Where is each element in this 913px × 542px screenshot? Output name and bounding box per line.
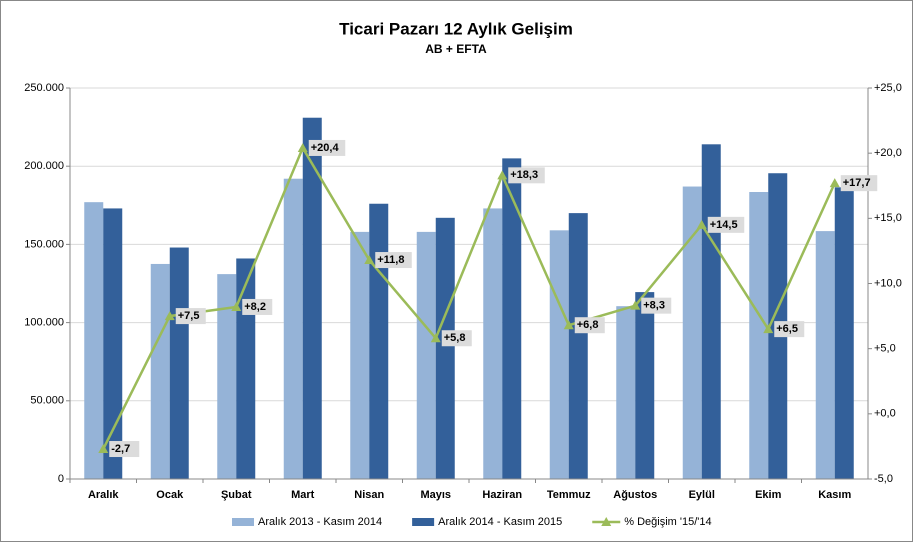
- bar: [502, 158, 522, 479]
- data-label: +17,7: [843, 177, 871, 189]
- x-tick-label: Şubat: [221, 489, 252, 501]
- bar: [169, 247, 189, 479]
- data-label-box: [707, 216, 745, 233]
- y2-tick-label: +10,0: [874, 277, 902, 289]
- marker: [231, 301, 242, 311]
- bar: [616, 306, 636, 479]
- bar: [549, 230, 569, 479]
- data-label: +5,8: [444, 332, 466, 344]
- bar: [416, 231, 436, 479]
- marker: [630, 300, 641, 310]
- bar: [682, 186, 702, 480]
- data-label-box: [109, 441, 140, 458]
- bar: [483, 208, 503, 480]
- x-tick-label: Haziran: [482, 489, 522, 501]
- data-label: +14,5: [710, 219, 738, 231]
- y2-tick-label: +5,0: [874, 343, 896, 355]
- legend-swatch: [601, 517, 612, 526]
- marker: [696, 219, 707, 229]
- data-label-box: [641, 297, 672, 314]
- bar: [701, 144, 721, 479]
- bar: [283, 178, 303, 479]
- marker: [497, 170, 508, 180]
- data-label-box: [840, 175, 878, 192]
- x-tick-label: Ekim: [755, 489, 782, 501]
- bar: [815, 231, 835, 479]
- data-label: +8,2: [244, 301, 266, 313]
- data-label-box: [774, 321, 805, 338]
- chart-subtitle: AB + EFTA: [425, 42, 487, 56]
- bar: [435, 217, 455, 479]
- bar: [635, 292, 655, 479]
- chart-title: Ticari Pazarı 12 Aylık Gelişim: [339, 19, 573, 38]
- y-tick-label: 0: [58, 473, 64, 485]
- data-label-box: [508, 167, 545, 184]
- bar: [749, 192, 769, 480]
- marker: [829, 178, 840, 188]
- bar: [834, 187, 854, 479]
- bar: [568, 213, 588, 479]
- bar: [236, 258, 256, 479]
- y2-tick-label: +20,0: [874, 147, 902, 159]
- data-label-box: [441, 330, 472, 347]
- marker: [430, 333, 441, 343]
- marker: [763, 324, 774, 334]
- data-label-box: [308, 139, 346, 156]
- x-tick-label: Mayıs: [420, 489, 451, 501]
- marker: [297, 142, 308, 152]
- data-label: +6,5: [776, 323, 798, 335]
- bar: [150, 263, 170, 479]
- marker: [164, 311, 175, 321]
- legend-swatch: [232, 518, 254, 526]
- legend-label: % Değişim '15/'14: [624, 516, 711, 528]
- bar: [350, 231, 370, 479]
- x-tick-label: Ağustos: [613, 489, 657, 501]
- data-label-box: [574, 317, 605, 334]
- x-tick-label: Temmuz: [547, 489, 591, 501]
- line: [102, 145, 836, 450]
- legend-label: Aralık 2014 - Kasım 2015: [438, 516, 562, 528]
- data-label: +18,3: [510, 169, 538, 181]
- marker: [364, 255, 375, 265]
- data-label: +8,3: [643, 300, 665, 312]
- y2-tick-label: +15,0: [874, 212, 902, 224]
- x-tick-label: Kasım: [818, 489, 851, 501]
- legend-label: Aralık 2013 - Kasım 2014: [258, 516, 382, 528]
- y-tick-label: 150.000: [24, 238, 64, 250]
- data-label: +20,4: [311, 142, 340, 154]
- y-tick-label: 100.000: [24, 317, 64, 329]
- marker: [98, 444, 109, 454]
- x-tick-label: Eylül: [689, 489, 715, 501]
- bar: [369, 203, 389, 479]
- data-label-box: [175, 308, 206, 325]
- data-label-box: [242, 298, 273, 315]
- bar: [217, 274, 237, 479]
- y-tick-label: 50.000: [30, 395, 64, 407]
- y2-tick-label: +0,0: [874, 408, 896, 420]
- y2-tick-label: -5,0: [874, 473, 893, 485]
- legend-swatch: [412, 518, 435, 526]
- data-label: -2,7: [111, 443, 130, 455]
- data-label: +6,8: [577, 319, 599, 331]
- bar: [103, 208, 123, 480]
- data-label-box: [375, 252, 412, 269]
- y-tick-label: 250.000: [24, 82, 64, 94]
- bar: [302, 117, 322, 479]
- data-label: +7,5: [178, 310, 200, 322]
- y2-tick-label: +25,0: [874, 82, 902, 94]
- x-tick-label: Ocak: [156, 489, 184, 501]
- x-tick-label: Aralık: [88, 489, 119, 501]
- x-tick-label: Nisan: [354, 489, 384, 501]
- bar: [84, 202, 104, 479]
- x-tick-label: Mart: [291, 489, 315, 501]
- y-tick-label: 200.000: [24, 160, 64, 172]
- data-label: +11,8: [377, 254, 404, 266]
- marker: [563, 320, 574, 330]
